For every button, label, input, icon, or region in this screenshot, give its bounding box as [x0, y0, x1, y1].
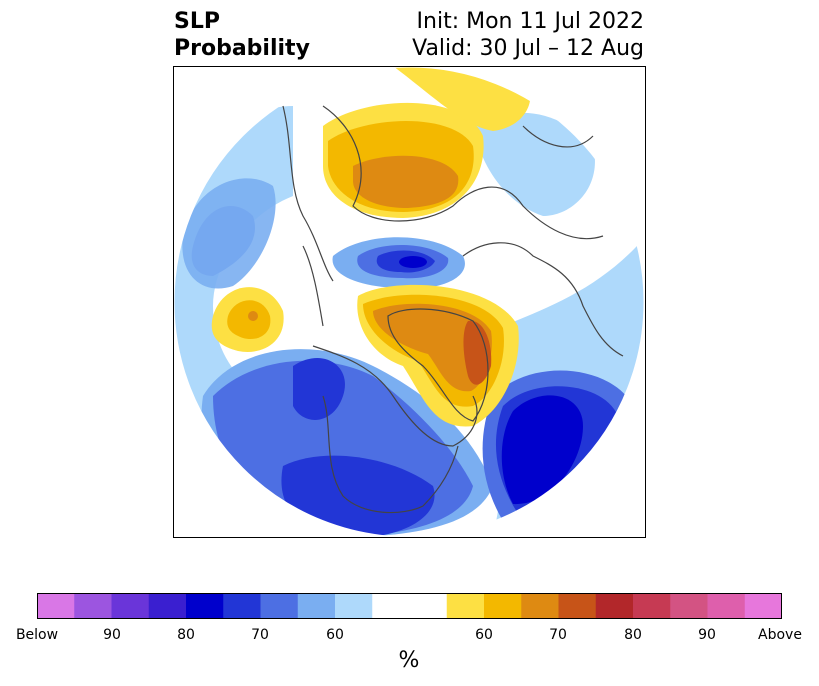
- colorbar-segment: [148, 593, 187, 619]
- above-60-pacific: [227, 300, 271, 340]
- colorbar-tick: 90: [698, 627, 716, 643]
- colorbar-tick: Below: [15, 627, 59, 643]
- colorbar-segment: [111, 593, 150, 619]
- colorbar-segment: [446, 593, 485, 619]
- below-90-atlantic: [501, 395, 583, 505]
- title-type: Probability: [174, 36, 310, 61]
- init-date: Init: Mon 11 Jul 2022: [416, 9, 644, 34]
- colorbar-segment: [595, 593, 634, 619]
- colorbar-tick: 80: [177, 627, 195, 643]
- colorbar-tick: 80: [624, 627, 642, 643]
- colorbar-segment: [633, 593, 671, 619]
- title-variable: SLP: [174, 9, 220, 34]
- below-80-na-south: [281, 455, 435, 537]
- above-70-greenland: [373, 303, 492, 392]
- colorbar-segment: [335, 593, 373, 619]
- above-70-eurasia: [353, 155, 459, 208]
- colorbar-segment: [223, 593, 261, 619]
- colorbar-segment: [186, 593, 224, 619]
- title-left: SLP Probability: [174, 8, 310, 62]
- below-80-na: [293, 357, 345, 420]
- probability-map: [173, 66, 646, 538]
- valid-range: Valid: 30 Jul – 12 Aug: [412, 36, 644, 61]
- colorbar-segment: [558, 593, 597, 619]
- below-60-west: [182, 178, 276, 289]
- colorbar-unit: %: [398, 648, 420, 673]
- colorbar-segment: [372, 593, 410, 619]
- above-70-pacific: [248, 311, 258, 321]
- colorbar-tick: Above: [758, 627, 802, 643]
- title-right: Init: Mon 11 Jul 2022 Valid: 30 Jul – 12…: [412, 8, 644, 62]
- colorbar-segment: [521, 593, 559, 619]
- colorbar-tick: 90: [103, 627, 121, 643]
- coastlines: [282, 105, 624, 514]
- colorbar-segment: [744, 593, 782, 619]
- colorbar-segment: [260, 593, 299, 619]
- colorbar-segment: [484, 593, 522, 619]
- colorbar-segment: [707, 593, 746, 619]
- colorbar-tick: 70: [549, 627, 567, 643]
- above-80-greenland: [463, 320, 492, 385]
- colorbar-segment: [297, 593, 336, 619]
- colorbar-tick: 60: [326, 627, 344, 643]
- below-90-arctic: [399, 256, 427, 268]
- colorbar: [37, 593, 782, 619]
- colorbar-segment: [409, 593, 448, 619]
- colorbar-segment: [37, 593, 75, 619]
- colorbar-tick: 70: [251, 627, 269, 643]
- colorbar-segment: [670, 593, 708, 619]
- colorbar-border: [37, 593, 782, 619]
- below-50-band-north: [473, 112, 595, 216]
- colorbar-segment: [74, 593, 112, 619]
- colorbar-tick: 60: [475, 627, 493, 643]
